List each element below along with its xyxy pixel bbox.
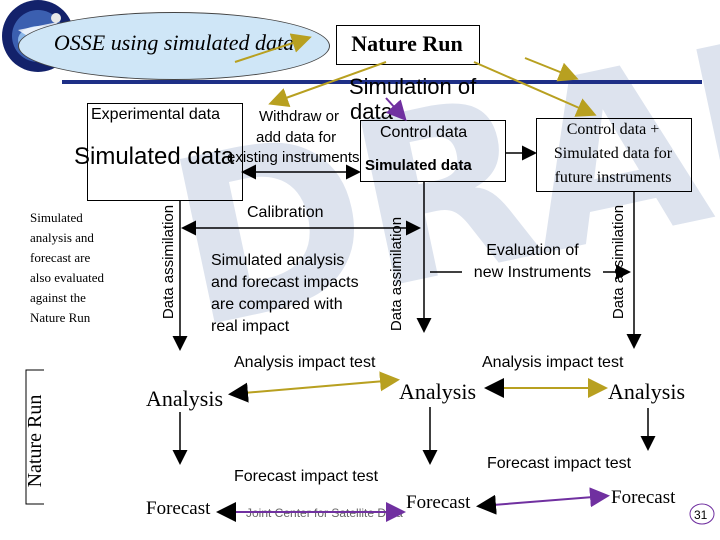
analysis-arrow-left [228,371,400,403]
purple-arrow-data [385,97,407,121]
impacts-line: and forecast impacts [211,274,359,291]
evaluation-line: new Instruments [473,264,592,281]
analysis-impact-test-1: Analysis impact test [234,354,376,371]
forecast-right: Forecast [611,487,676,508]
analysis-impact-test-2: Analysis impact test [482,354,624,371]
side-note-line: forecast are [30,250,91,265]
experimental-data-label: Experimental data [91,106,220,123]
forecast-arrow-right [476,487,610,515]
nature-run-box [336,25,480,65]
calibration-label: Calibration [247,204,324,221]
side-note-line: also evaluated [30,270,104,285]
control-plus-line3: future instruments [554,169,672,186]
add-data-for-label: add data for [256,129,337,146]
side-note-line: against the [30,290,86,305]
impacts-line: real impact [211,318,290,335]
header-divider [62,80,702,84]
analysis-mid: Analysis [399,379,476,404]
simulation-data-label: data [350,99,393,124]
osse-title: OSSE using simulated data [53,30,295,55]
forecast-impact-test-2: Forecast impact test [487,455,632,472]
side-note-line: analysis and [30,230,94,245]
existing-instruments-label: existing instruments [227,149,360,166]
evaluation-line: Evaluation of [486,242,579,259]
side-note-line: Nature Run [30,310,91,325]
withdraw-or-label: Withdraw or [259,108,340,125]
olive-arrow-nature-left [268,61,387,107]
osse-title-oval [18,12,330,80]
olive-arrow-top-right [524,57,579,82]
forecast-mid: Forecast [406,492,471,513]
forecast-impact-test-1: Forecast impact test [234,468,379,485]
olive-arrow-oval [234,33,312,63]
analysis-right: Analysis [608,379,685,404]
control-plus-line2: Simulated data for [553,145,673,162]
nature-run-title: Nature Run [351,31,463,56]
simulated-data-left-label: Simulated data [74,143,235,170]
forecast-left: Forecast [146,498,211,519]
side-note-line: Simulated [30,210,83,225]
olive-arrow-nature-right [473,61,597,117]
simulated-data-mid-label: Simulated data [365,157,472,174]
control-plus-line1: Control data + [566,121,660,138]
impacts-text: Simulated analysis and forecast impacts … [211,250,359,338]
experimental-data-box [87,103,243,201]
control-data-label: Control data [380,124,468,141]
analysis-left: Analysis [146,386,223,411]
side-note: Simulated analysis and forecast are also… [30,208,104,328]
page-number-badge [689,503,715,525]
evaluation-text: Evaluation of new Instruments [460,240,605,284]
nature-run-bracket [25,369,44,505]
impacts-line: Simulated analysis [211,252,345,269]
impacts-line: are compared with [211,296,343,313]
page-number: 31 [694,508,708,522]
control-data-box [360,120,506,182]
simulation-of-label: Simulation of [349,74,477,99]
